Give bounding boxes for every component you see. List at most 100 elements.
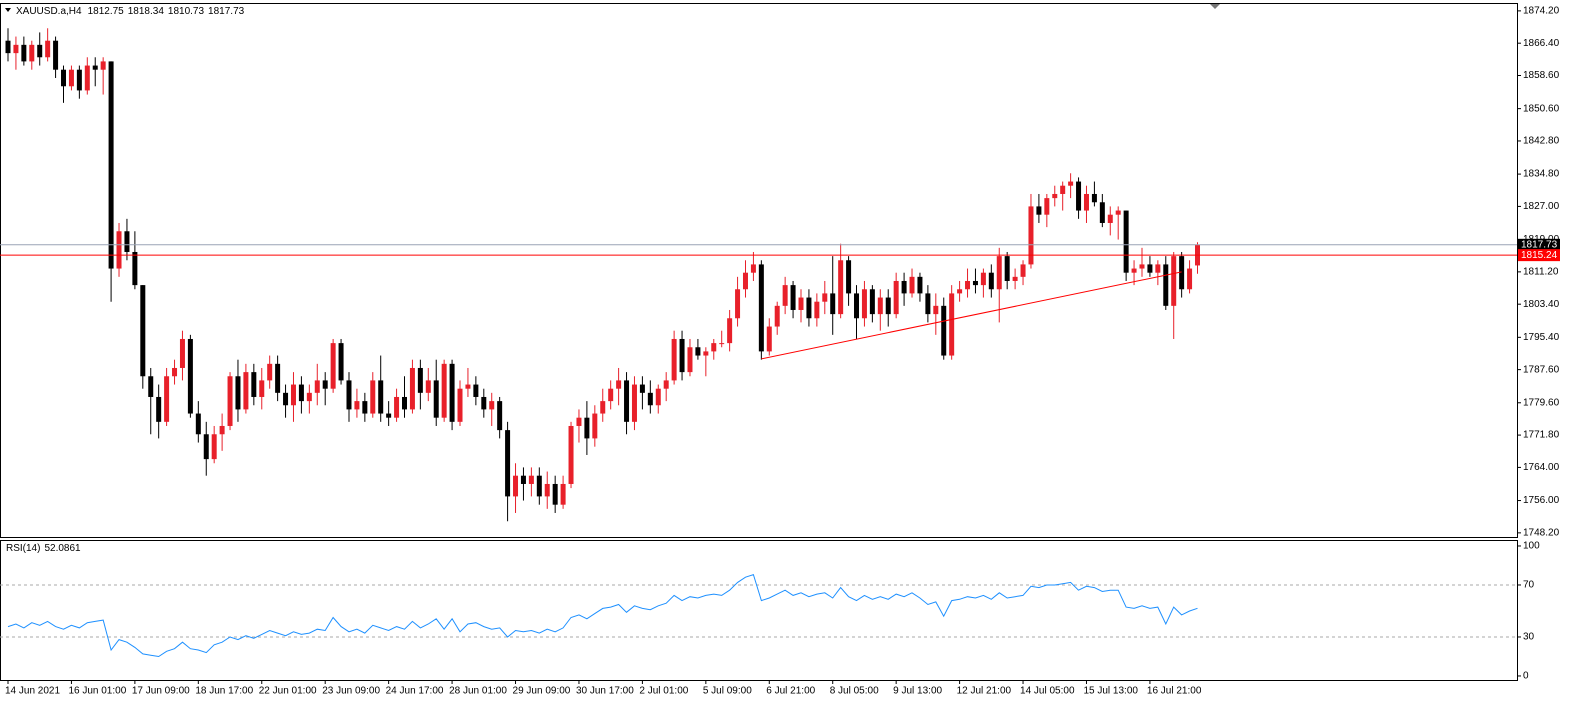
candle-body <box>933 305 939 315</box>
low: 1810.73 <box>168 6 205 17</box>
open: 1812.75 <box>88 6 125 17</box>
candle-body <box>1139 264 1145 269</box>
candle-body <box>1044 198 1050 215</box>
candle-body <box>378 380 384 414</box>
x-tick-label: 15 Jul 13:00 <box>1083 686 1138 697</box>
candle-body <box>1123 210 1129 273</box>
y-tick-label: 1771.80 <box>1523 430 1560 441</box>
candle-body <box>124 231 130 252</box>
header: XAUUSD.a,H4 1812.75 1818.34 1810.73 1817.73 <box>16 6 245 17</box>
y-tick-label: 70 <box>1523 580 1535 591</box>
candle-body <box>362 401 368 414</box>
x-tick-label: 14 Jul 05:00 <box>1020 686 1075 697</box>
candle-body <box>695 347 701 356</box>
y-tick-label: 1842.80 <box>1523 136 1560 147</box>
candle-body <box>156 396 162 422</box>
candle-body <box>227 376 233 426</box>
candle-body <box>1163 264 1169 306</box>
candle-body <box>61 69 67 87</box>
y-tick-label: 1874.20 <box>1523 6 1560 17</box>
candle-body <box>980 272 986 286</box>
candle-body <box>592 413 598 439</box>
x-tick-label: 30 Jun 17:00 <box>576 686 634 697</box>
y-tick-label: 1779.60 <box>1523 397 1560 408</box>
x-tick-label: 24 Jun 17:00 <box>386 686 444 697</box>
y-tick-label: 1834.80 <box>1523 169 1560 180</box>
candle-body <box>179 338 185 368</box>
candle-body <box>885 297 891 315</box>
candle-body <box>314 380 320 393</box>
candle-body <box>838 260 844 315</box>
candle-body <box>195 413 201 435</box>
candle-body <box>497 401 503 431</box>
candle-body <box>536 475 542 497</box>
price-label: 1815.24 <box>1521 250 1558 261</box>
candle-body <box>409 367 415 410</box>
price-label: 1817.73 <box>1521 239 1558 250</box>
candle-body <box>1091 193 1097 203</box>
rsi-line <box>7 573 1198 658</box>
candle-body <box>267 363 273 381</box>
candle-body <box>441 363 447 418</box>
candle-body <box>338 343 344 381</box>
candle-body <box>29 44 35 62</box>
price-panel <box>0 3 1518 538</box>
candle-body <box>988 272 994 290</box>
rsi-header: RSI(14) 52.0861 <box>6 543 81 554</box>
y-tick-label: 1850.60 <box>1523 103 1560 114</box>
candle-body <box>354 401 360 410</box>
candle-body <box>1060 185 1066 194</box>
candle-body <box>251 372 257 397</box>
candle-body <box>425 380 431 393</box>
candle-body <box>53 40 59 70</box>
candle-body <box>679 338 685 373</box>
candle-body <box>1107 214 1113 223</box>
rsi-value: 52.0861 <box>44 543 81 554</box>
x-tick-label: 16 Jun 01:00 <box>68 686 126 697</box>
menu-arrow[interactable] <box>5 8 11 12</box>
candle-body <box>798 297 804 310</box>
candle-body <box>449 363 455 422</box>
candle-body <box>1083 193 1089 211</box>
candle-body <box>735 289 741 319</box>
close: 1817.73 <box>208 6 245 17</box>
candle-body <box>275 363 281 393</box>
candle-body <box>489 401 495 410</box>
candle-body <box>203 434 209 460</box>
y-tick-label: 100 <box>1523 541 1540 552</box>
x-tick-label: 18 Jun 17:00 <box>195 686 253 697</box>
candle-body <box>957 289 963 294</box>
trendline <box>761 271 1182 360</box>
x-tick-label: 5 Jul 09:00 <box>703 686 752 697</box>
candle-body <box>1179 256 1185 290</box>
y-tick-label: 0 <box>1523 671 1529 682</box>
candle-body <box>576 417 582 426</box>
candle-body <box>861 289 867 319</box>
candle-body <box>1147 264 1153 273</box>
candle-body <box>996 256 1002 290</box>
candle-body <box>306 392 312 402</box>
x-tick-label: 28 Jun 01:00 <box>449 686 507 697</box>
candle-body <box>830 293 836 315</box>
candle-body <box>949 293 955 356</box>
x-tick-label: 17 Jun 09:00 <box>132 686 190 697</box>
candle-body <box>655 388 661 406</box>
candle-body <box>1115 210 1121 215</box>
candle-body <box>473 384 479 397</box>
candle-body <box>76 69 82 91</box>
candle-body <box>172 367 178 377</box>
candle-body <box>298 384 304 402</box>
candle-body <box>386 413 392 418</box>
candle-body <box>92 65 98 70</box>
candle-body <box>1004 256 1010 281</box>
candle-body <box>243 372 249 410</box>
candle-body <box>68 69 74 87</box>
candle-body <box>1012 276 1018 281</box>
candle-body <box>877 297 883 315</box>
candle-body <box>84 65 90 91</box>
candle-body <box>457 388 463 422</box>
candle-body <box>790 285 796 310</box>
y-tick-label: 30 <box>1523 632 1535 643</box>
candle-body <box>846 260 852 294</box>
